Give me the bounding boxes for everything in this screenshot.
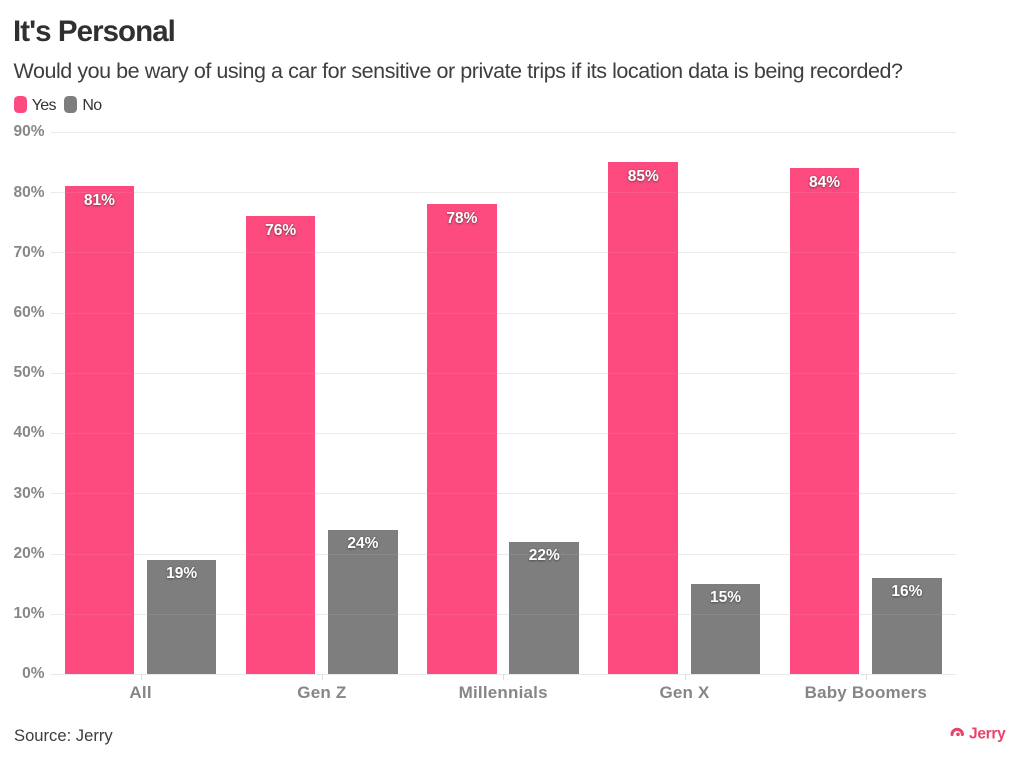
svg-text:Jerry: Jerry — [969, 726, 1006, 743]
